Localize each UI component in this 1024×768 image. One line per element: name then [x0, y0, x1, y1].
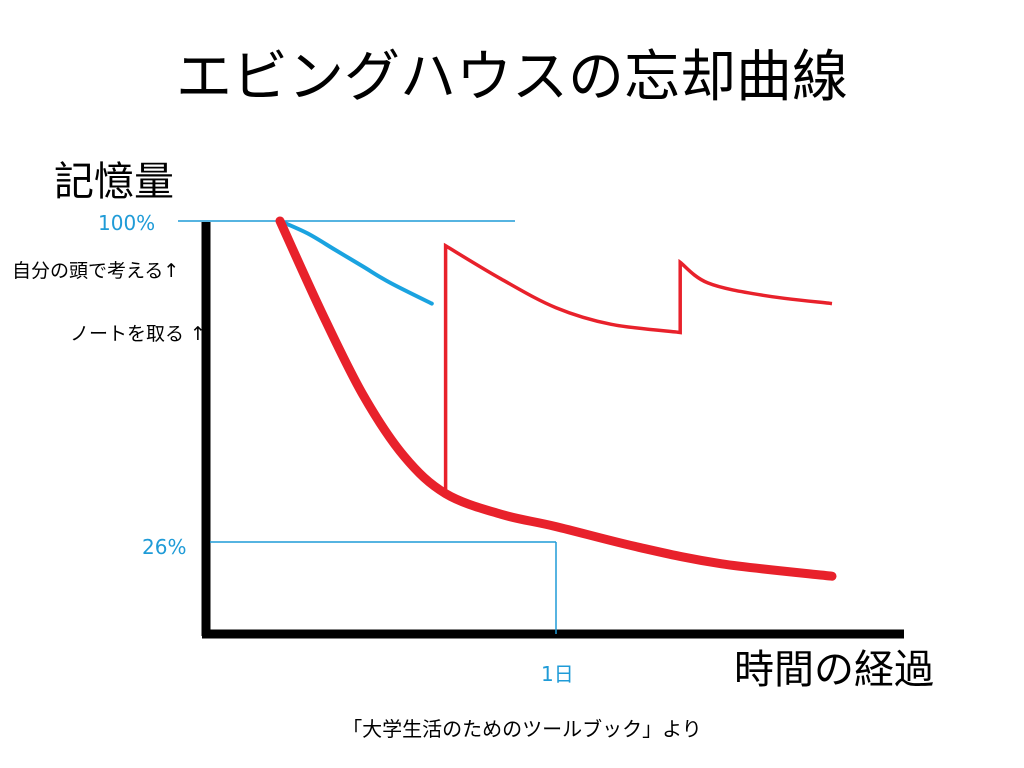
series-self-thinking — [278, 219, 434, 306]
y-tick-100: 100% — [98, 211, 155, 235]
series-review — [443, 242, 833, 494]
series-forgetting — [275, 216, 837, 581]
slide-title: エビングハウスの忘却曲線 — [176, 45, 848, 110]
x-tick-1day: 1日 — [541, 662, 574, 686]
x-axis-label: 時間の経過 — [734, 647, 934, 693]
annotation-note-taking: ノートを取る ↑ — [70, 323, 206, 345]
annotation-self-thinking: 自分の頭で考える↑ — [12, 260, 179, 282]
y-axis-label: 記憶量 — [54, 159, 174, 205]
y-tick-26: 26% — [142, 535, 186, 559]
source-note: 「大学生活のためのツールブック」より — [342, 717, 702, 741]
